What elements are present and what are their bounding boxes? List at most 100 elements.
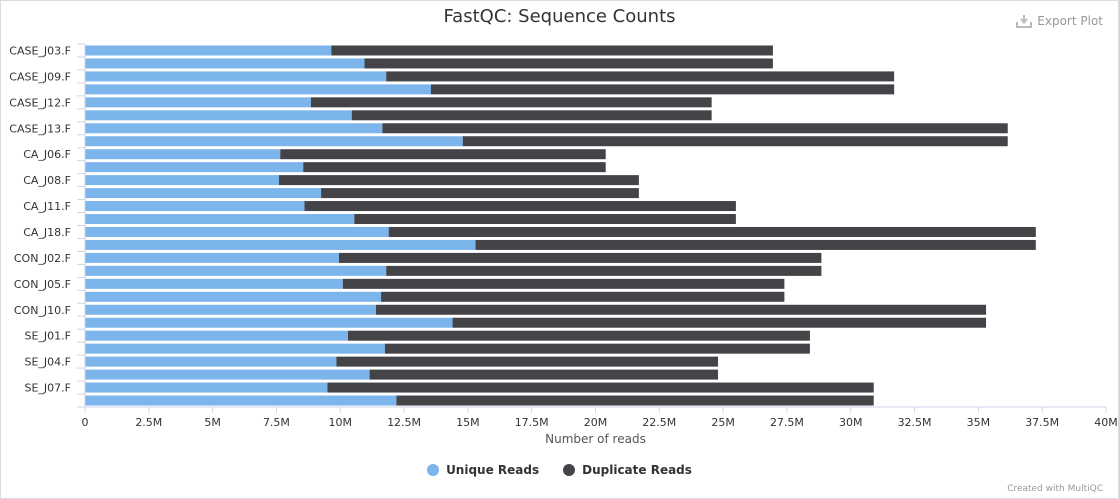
bar-unique-reads [85, 382, 328, 393]
bar-unique-reads [85, 239, 476, 250]
bar-duplicate-reads [278, 175, 639, 186]
bar-duplicate-reads [452, 317, 987, 328]
x-tick-label: 25M [711, 416, 735, 429]
legend-item-unique-reads[interactable]: Unique Reads [427, 463, 539, 477]
bar-duplicate-reads [364, 58, 773, 69]
x-tick-label: 22.5M [642, 416, 676, 429]
bar-duplicate-reads [331, 45, 773, 56]
bar-unique-reads [85, 356, 337, 367]
y-tick-label: SE_J07.F [25, 382, 72, 395]
legend-marker-unique-reads [427, 464, 440, 476]
bar-unique-reads [85, 395, 397, 406]
x-tick-label: 12.5M [387, 416, 421, 429]
bar-unique-reads [85, 175, 279, 186]
x-tick-label: 5M [204, 416, 221, 429]
bar-unique-reads [85, 97, 311, 108]
bar-unique-reads [85, 149, 281, 160]
x-tick-label: 0 [82, 416, 89, 429]
legend: Unique Reads Duplicate Reads [0, 463, 1119, 477]
legend-marker-duplicate-reads [563, 464, 576, 476]
bar-duplicate-reads [347, 330, 810, 341]
bar-duplicate-reads [382, 123, 1008, 134]
bar-duplicate-reads [369, 369, 719, 380]
y-tick-label: CON_J02.F [14, 252, 71, 265]
y-tick-label: CASE_J03.F [9, 44, 71, 57]
bar-unique-reads [85, 110, 352, 121]
bar-duplicate-reads [303, 162, 606, 173]
bar-unique-reads [85, 214, 355, 225]
bar-duplicate-reads [388, 226, 1036, 237]
bar-unique-reads [85, 201, 305, 212]
legend-label-duplicate-reads: Duplicate Reads [582, 463, 692, 477]
x-tick-label: 37.5M [1025, 416, 1059, 429]
bar-unique-reads [85, 291, 382, 302]
bar-duplicate-reads [462, 136, 1008, 147]
x-tick-label: 7.5M [263, 416, 290, 429]
y-tick-label: CA_J18.F [23, 226, 71, 239]
bar-duplicate-reads [354, 214, 736, 225]
y-tick-label: SE_J01.F [25, 330, 72, 343]
chart-title: FastQC: Sequence Counts [443, 6, 676, 27]
bar-duplicate-reads [475, 239, 1036, 250]
y-tick-label: CON_J05.F [14, 278, 71, 291]
x-tick-label: 17.5M [515, 416, 549, 429]
bar-duplicate-reads [384, 343, 810, 354]
x-tick-label: 32.5M [898, 416, 932, 429]
y-tick-label: SE_J04.F [25, 356, 72, 369]
bar-duplicate-reads [375, 304, 987, 315]
bar-duplicate-reads [386, 265, 822, 276]
bar-duplicate-reads [336, 356, 719, 367]
bar-duplicate-reads [327, 382, 874, 393]
bar-unique-reads [85, 278, 343, 289]
bar-unique-reads [85, 252, 339, 263]
bar-unique-reads [85, 84, 431, 95]
bar-unique-reads [85, 226, 389, 237]
y-tick-label: CASE_J13.F [9, 122, 71, 135]
bar-duplicate-reads [338, 252, 822, 263]
bar-duplicate-reads [396, 395, 874, 406]
export-plot-button[interactable]: Export Plot [1016, 14, 1103, 28]
bar-unique-reads [85, 265, 387, 276]
y-tick-label: CA_J11.F [23, 200, 71, 213]
x-tick-label: 15M [456, 416, 480, 429]
bar-unique-reads [85, 330, 348, 341]
credits-text: Created with MultiQC [1007, 484, 1103, 494]
bar-duplicate-reads [342, 278, 785, 289]
y-tick-label: CON_J10.F [14, 304, 71, 317]
y-tick-label: CA_J06.F [23, 148, 71, 161]
x-tick-label: 35M [967, 416, 991, 429]
bar-unique-reads [85, 162, 304, 173]
bar-unique-reads [85, 343, 385, 354]
x-tick-label: 40M [1094, 416, 1118, 429]
x-tick-label: 10M [329, 416, 353, 429]
bar-duplicate-reads [386, 71, 895, 82]
x-tick-label: 2.5M [135, 416, 162, 429]
x-axis-title: Number of reads [545, 432, 646, 446]
y-tick-label: CA_J08.F [23, 174, 71, 187]
bar-duplicate-reads [304, 201, 736, 212]
y-tick-label: CASE_J09.F [9, 70, 71, 83]
x-tick-label: 20M [584, 416, 608, 429]
bar-unique-reads [85, 123, 383, 134]
y-tick-label: CASE_J12.F [9, 96, 71, 109]
legend-item-duplicate-reads[interactable]: Duplicate Reads [563, 463, 692, 477]
bar-unique-reads [85, 45, 332, 56]
bar-duplicate-reads [351, 110, 712, 121]
legend-label-unique-reads: Unique Reads [446, 463, 540, 477]
bar-unique-reads [85, 304, 376, 315]
download-icon [1016, 15, 1033, 28]
x-tick-label: 30M [839, 416, 863, 429]
bar-unique-reads [85, 317, 453, 328]
x-tick-label: 27.5M [770, 416, 804, 429]
bar-unique-reads [85, 136, 463, 147]
bar-unique-reads [85, 58, 365, 69]
bar-duplicate-reads [321, 188, 639, 199]
bar-unique-reads [85, 71, 387, 82]
bar-unique-reads [85, 369, 370, 380]
bar-duplicate-reads [430, 84, 895, 95]
bar-duplicate-reads [381, 291, 785, 302]
export-plot-label: Export Plot [1037, 14, 1103, 28]
bar-unique-reads [85, 188, 322, 199]
bar-duplicate-reads [310, 97, 712, 108]
